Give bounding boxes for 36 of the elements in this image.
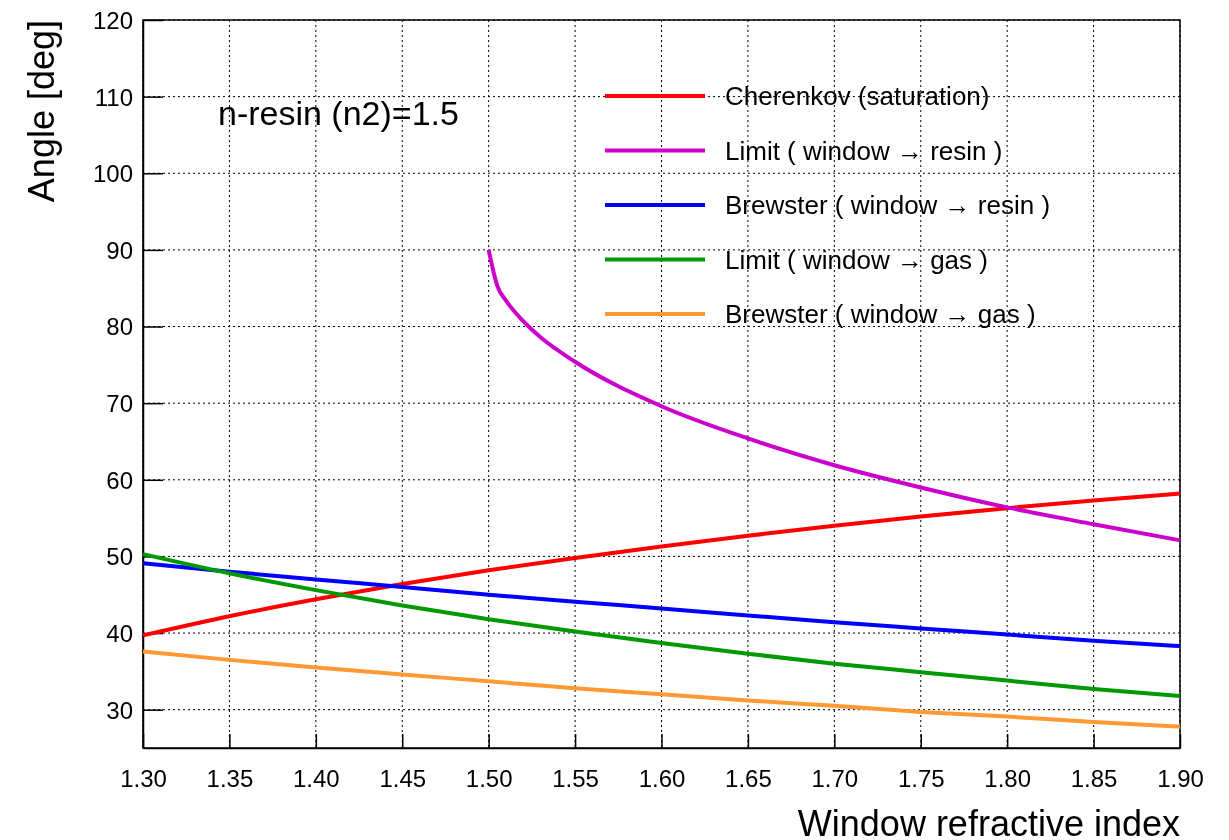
x-tick-label: 1.30 [120,765,167,793]
y-tick-label: 70 [106,390,133,418]
line-series [141,491,1182,638]
line-series [141,552,1182,698]
x-tick-label: 1.60 [638,765,686,793]
x-tick-label: 1.55 [552,765,599,793]
legend-label: Cherenkov (saturation) [725,81,990,112]
legend-label: Limit ( window → gas ) [725,244,988,275]
x-tick-label: 1.40 [292,765,340,793]
legend-label: Limit ( window → resin ) [725,135,1003,166]
x-tick-label: 1.75 [897,765,945,793]
legend-label: Brewster ( window → gas ) [725,299,1036,330]
line-series [141,561,1182,649]
x-tick-label: 1.70 [811,765,859,793]
x-axis-title: Window refractive index [797,803,1180,840]
x-tick-label: 1.45 [379,765,427,793]
y-tick-label: 40 [106,619,133,647]
annotation: n-resin (n2)=1.5 [218,94,459,132]
y-tick-label: 50 [106,543,133,571]
y-tick-label: 100 [92,160,133,188]
y-tick-label: 120 [92,6,133,34]
line-series [141,649,1182,729]
y-axis-title: Angle [deg] [21,20,62,203]
x-tick-label: 1.50 [465,765,513,793]
legend-label: Brewster ( window → resin ) [725,190,1051,221]
y-tick-label: 30 [106,696,133,724]
x-tick-label: 1.65 [725,765,772,793]
x-tick-label: 1.90 [1157,765,1204,793]
y-tick-label: 80 [106,313,133,341]
line-series [486,247,1182,543]
y-tick-label: 110 [94,83,133,111]
x-tick-label: 1.80 [984,765,1032,793]
x-tick-label: 1.35 [206,765,254,793]
x-tick-label: 1.85 [1070,765,1118,793]
y-tick-label: 60 [106,466,133,494]
y-tick-label: 90 [106,236,133,264]
